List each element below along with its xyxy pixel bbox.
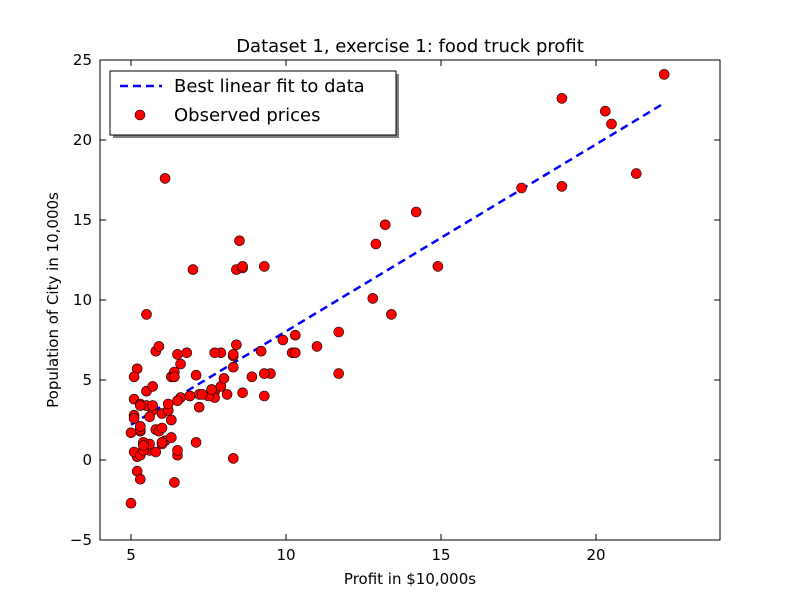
y-tick-label: −5 [70, 531, 92, 549]
data-point [237, 261, 248, 272]
data-point [289, 347, 301, 359]
data-point [166, 414, 177, 426]
data-point [128, 413, 140, 424]
data-point [169, 371, 180, 383]
data-point [599, 105, 611, 117]
data-point [144, 411, 155, 423]
data-point [516, 182, 527, 194]
data-point [311, 341, 323, 352]
data-point [141, 309, 152, 320]
data-point [184, 390, 196, 402]
data-point [193, 401, 205, 413]
x-tick-label: 5 [126, 546, 136, 564]
data-point [228, 349, 239, 360]
data-point [228, 361, 239, 373]
data-point [370, 238, 382, 250]
data-point [556, 93, 568, 104]
data-point [166, 432, 177, 443]
x-tick-label: 20 [586, 546, 605, 564]
data-point [172, 395, 183, 407]
data-point [333, 368, 345, 379]
fit-line [130, 102, 665, 426]
chart-title: Dataset 1, exercise 1: food truck profit [236, 36, 584, 57]
data-point [135, 473, 146, 485]
data-point [218, 373, 230, 384]
data-point [206, 384, 217, 395]
data-point [258, 390, 270, 402]
y-tick-label: 15 [73, 211, 92, 229]
data-point [125, 427, 137, 439]
data-point [190, 369, 202, 381]
axis-ticks: 5 10 15 20 −5 0 5 10 15 20 25 [70, 51, 720, 564]
data-point [147, 381, 158, 392]
legend-marker-swatch [134, 109, 146, 121]
legend-label-observed: Observed prices [174, 105, 321, 126]
data-point [135, 421, 146, 432]
data-point [150, 446, 162, 458]
x-tick-label: 10 [276, 546, 295, 564]
data-point [228, 453, 239, 464]
data-point [630, 168, 642, 179]
data-point [246, 371, 258, 383]
data-point [187, 264, 199, 275]
y-axis-label: Population of City in 10,000s [44, 192, 62, 408]
data-point [221, 389, 233, 400]
data-point [169, 477, 180, 488]
x-axis-label: Profit in $10,000s [344, 570, 476, 588]
legend-box [109, 70, 397, 136]
data-point [156, 422, 168, 434]
data-point [162, 398, 174, 410]
data-point [197, 389, 208, 400]
data-point [159, 173, 171, 184]
y-tick-label: 25 [73, 51, 92, 69]
data-point [277, 334, 289, 346]
data-point [379, 219, 391, 231]
data-point [153, 341, 165, 352]
data-point [156, 437, 168, 448]
data-point [231, 339, 242, 351]
data-point [209, 347, 220, 359]
data-point [658, 69, 670, 80]
legend: Best linear fit to data Observed prices [109, 70, 399, 138]
x-tick-label: 15 [431, 546, 450, 564]
data-point [255, 345, 267, 357]
plot-area [125, 69, 670, 509]
data-point [432, 261, 444, 272]
data-point [138, 440, 149, 451]
y-tick-label: 0 [82, 451, 92, 469]
data-point [289, 329, 301, 341]
data-point [128, 371, 140, 383]
data-point [135, 400, 146, 411]
data-point [606, 118, 617, 130]
data-point [410, 206, 422, 218]
data-point [234, 235, 245, 247]
data-point [181, 347, 193, 359]
data-point [258, 368, 270, 379]
data-point [147, 400, 158, 411]
data-point [125, 497, 137, 509]
data-point [386, 309, 397, 320]
data-point [367, 293, 379, 304]
data-point [556, 181, 568, 192]
data-point [237, 387, 248, 399]
legend-label-fit: Best linear fit to data [174, 76, 365, 97]
data-point [172, 445, 183, 456]
y-tick-label: 20 [73, 131, 92, 149]
data-point [258, 261, 270, 272]
data-point [333, 326, 345, 338]
y-tick-label: 10 [73, 291, 92, 309]
data-point [175, 358, 186, 370]
y-tick-label: 5 [82, 371, 92, 389]
data-point [190, 437, 202, 448]
data-point [172, 349, 183, 360]
